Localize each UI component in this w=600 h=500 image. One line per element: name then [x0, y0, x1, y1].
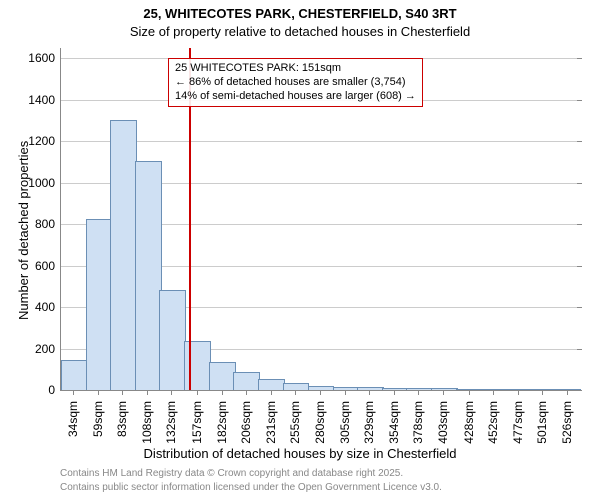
xtick-mark — [122, 390, 123, 395]
xtick-mark — [369, 390, 370, 395]
xtick-label: 108sqm — [140, 397, 154, 444]
chart-subtitle: Size of property relative to detached ho… — [0, 24, 600, 39]
ytick-mark — [577, 58, 582, 59]
xtick-mark — [493, 390, 494, 395]
annotation-line-3: 14% of semi-detached houses are larger (… — [175, 90, 416, 104]
xtick-label: 83sqm — [115, 397, 129, 437]
histogram-bar — [283, 383, 310, 390]
xtick-label: 501sqm — [535, 397, 549, 444]
xtick-label: 132sqm — [164, 397, 178, 444]
ytick-label: 1200 — [28, 134, 61, 148]
ytick-mark — [577, 141, 582, 142]
ytick-label: 1000 — [28, 176, 61, 190]
xtick-mark — [222, 390, 223, 395]
ytick-mark — [577, 266, 582, 267]
footer-line-2: Contains public sector information licen… — [60, 482, 442, 493]
xtick-label: 231sqm — [264, 397, 278, 444]
xtick-mark — [518, 390, 519, 395]
xtick-label: 34sqm — [66, 397, 80, 437]
xtick-label: 428sqm — [462, 397, 476, 444]
annotation-box: 25 WHITECOTES PARK: 151sqm ← 86% of deta… — [168, 58, 423, 107]
ytick-mark — [577, 307, 582, 308]
y-axis-label: Number of detached properties — [16, 141, 31, 320]
histogram-bar — [110, 120, 137, 390]
histogram-bar — [530, 389, 557, 390]
xtick-mark — [394, 390, 395, 395]
xtick-label: 182sqm — [215, 397, 229, 444]
ytick-mark — [577, 100, 582, 101]
ytick-mark — [577, 183, 582, 184]
xtick-mark — [295, 390, 296, 395]
annotation-line-2: ← 86% of detached houses are smaller (3,… — [175, 76, 416, 90]
xtick-mark — [171, 390, 172, 395]
xtick-mark — [418, 390, 419, 395]
ytick-label: 1600 — [28, 51, 61, 65]
xtick-mark — [246, 390, 247, 395]
xtick-mark — [320, 390, 321, 395]
xtick-label: 526sqm — [560, 397, 574, 444]
histogram-bar — [555, 389, 582, 390]
xtick-mark — [542, 390, 543, 395]
xtick-label: 305sqm — [338, 397, 352, 444]
annotation-line-1: 25 WHITECOTES PARK: 151sqm — [175, 62, 416, 76]
histogram-bar — [184, 341, 211, 390]
xtick-label: 452sqm — [486, 397, 500, 444]
chart-title-address: 25, WHITECOTES PARK, CHESTERFIELD, S40 3… — [0, 6, 600, 21]
histogram-bar — [480, 389, 507, 390]
histogram-bar — [456, 389, 483, 390]
gridline-h — [61, 141, 581, 142]
xtick-label: 280sqm — [313, 397, 327, 444]
chart-container: 25, WHITECOTES PARK, CHESTERFIELD, S40 3… — [0, 0, 600, 500]
histogram-bar — [357, 387, 384, 390]
ytick-label: 600 — [35, 259, 61, 273]
ytick-label: 800 — [35, 217, 61, 231]
ytick-label: 200 — [35, 342, 61, 356]
xtick-mark — [271, 390, 272, 395]
histogram-bar — [135, 161, 162, 390]
histogram-bar — [86, 219, 113, 390]
ytick-mark — [577, 390, 582, 391]
xtick-label: 403sqm — [436, 397, 450, 444]
histogram-bar — [406, 388, 433, 390]
xtick-mark — [443, 390, 444, 395]
xtick-mark — [469, 390, 470, 395]
xtick-label: 477sqm — [511, 397, 525, 444]
xtick-mark — [567, 390, 568, 395]
histogram-bar — [159, 290, 186, 390]
histogram-bar — [233, 372, 260, 390]
histogram-bar — [258, 379, 285, 390]
xtick-mark — [73, 390, 74, 395]
xtick-mark — [197, 390, 198, 395]
footer-line-1: Contains HM Land Registry data © Crown c… — [60, 468, 403, 479]
xtick-label: 59sqm — [91, 397, 105, 437]
xtick-mark — [345, 390, 346, 395]
histogram-bar — [333, 387, 360, 390]
x-axis-label: Distribution of detached houses by size … — [0, 446, 600, 461]
ytick-label: 400 — [35, 300, 61, 314]
ytick-label: 1400 — [28, 93, 61, 107]
xtick-mark — [98, 390, 99, 395]
xtick-label: 329sqm — [362, 397, 376, 444]
xtick-label: 157sqm — [190, 397, 204, 444]
histogram-bar — [61, 360, 88, 390]
xtick-mark — [147, 390, 148, 395]
xtick-label: 206sqm — [239, 397, 253, 444]
xtick-label: 354sqm — [387, 397, 401, 444]
histogram-bar — [308, 386, 335, 390]
histogram-bar — [209, 362, 236, 390]
histogram-bar — [505, 389, 532, 390]
ytick-mark — [577, 224, 582, 225]
ytick-label: 0 — [48, 383, 61, 397]
ytick-mark — [577, 349, 582, 350]
xtick-label: 378sqm — [411, 397, 425, 444]
xtick-label: 255sqm — [288, 397, 302, 444]
